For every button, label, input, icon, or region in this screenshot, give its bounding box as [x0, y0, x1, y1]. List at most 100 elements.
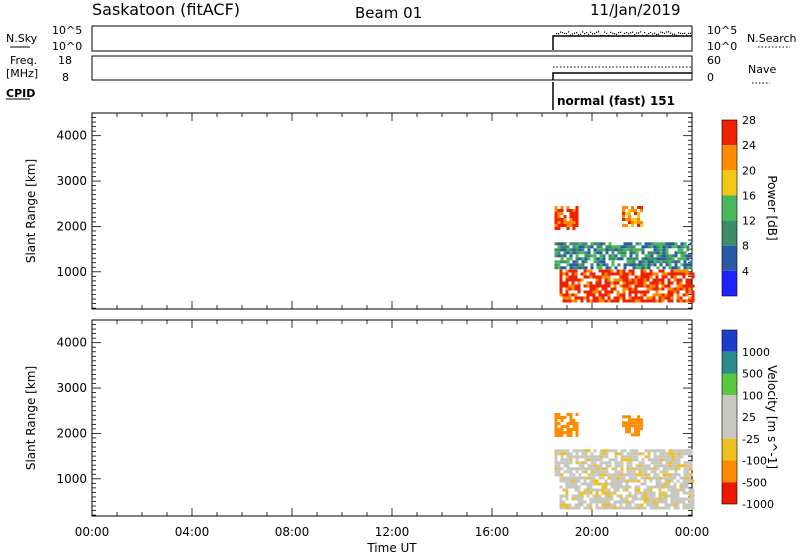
colorbar-segment: [722, 373, 737, 396]
heatmap-cell: [580, 482, 584, 486]
heatmap-cell: [607, 503, 611, 507]
heatmap-cell: [601, 497, 605, 501]
heatmap-cell: [661, 482, 665, 486]
heatmap-cell: [607, 494, 611, 498]
heatmap-cell: [598, 278, 602, 282]
heatmap-cell: [586, 269, 590, 273]
heatmap-cell: [566, 209, 570, 212]
heatmap-cell: [590, 467, 594, 471]
heatmap-cell: [643, 491, 647, 495]
heatmap-cell: [646, 290, 650, 294]
heatmap-cell: [665, 254, 669, 258]
heatmap-cell: [617, 461, 621, 465]
heatmap-cell: [685, 278, 689, 282]
heatmap-cell: [581, 455, 585, 459]
heatmap-cell: [673, 482, 677, 486]
heatmap-cell: [664, 503, 668, 507]
nsearch-dot: [650, 31, 652, 34]
heatmap-cell: [643, 299, 647, 303]
heatmap-cell: [685, 293, 689, 297]
heatmap-cell: [679, 500, 683, 504]
heatmap-cell: [575, 209, 579, 212]
heatmap-cell: [658, 497, 662, 501]
heatmap-cell: [571, 269, 575, 273]
heatmap-cell: [593, 254, 597, 258]
heatmap-cell: [661, 284, 665, 288]
heatmap-cell: [568, 479, 572, 483]
heatmap-cell: [634, 433, 637, 437]
heatmap-cell: [646, 491, 650, 495]
heatmap-cell: [610, 506, 614, 510]
heatmap-cell: [626, 248, 630, 252]
heatmap-cell: [595, 491, 599, 495]
heatmap-cell: [572, 227, 576, 230]
heatmap-cell: [637, 224, 640, 227]
heatmap-cell: [584, 467, 588, 471]
heatmap-cell: [674, 467, 678, 471]
heatmap-cell: [592, 299, 596, 303]
heatmap-cell: [592, 479, 596, 483]
heatmap-cell: [580, 500, 584, 504]
heatmap-cell: [659, 461, 663, 465]
heatmap-cell: [637, 299, 641, 303]
heatmap-cell: [629, 260, 633, 264]
heatmap-cell: [628, 299, 632, 303]
heatmap-cell: [575, 263, 579, 267]
nsearch-dot: [618, 32, 620, 34]
heatmap-cell: [578, 461, 582, 465]
heatmap-cell: [673, 272, 677, 276]
heatmap-cell: [670, 299, 674, 303]
heatmap-cell: [655, 278, 659, 282]
nsky-panel: N.Sky 10^5 10^0 10^5 10^0 N.Search: [6, 24, 797, 53]
heatmap-cell: [671, 242, 675, 246]
heatmap-cell: [641, 245, 645, 249]
heatmap-cell: [628, 415, 631, 419]
heatmap-cell: [659, 245, 663, 249]
heatmap-cell: [593, 455, 597, 459]
y-tick-label: 3000: [56, 174, 87, 188]
nsearch-dot: [556, 33, 558, 35]
heatmap-cell: [625, 485, 629, 489]
heatmap-cell: [557, 449, 561, 453]
heatmap-cell: [581, 266, 585, 270]
heatmap-cell: [688, 491, 692, 495]
heatmap-cell: [682, 479, 686, 483]
heatmap-cell: [628, 506, 632, 510]
heatmap-cell: [625, 212, 628, 215]
heatmap-cell: [559, 290, 563, 294]
heatmap-cell: [688, 494, 692, 498]
heatmap-cell: [572, 212, 576, 215]
heatmap-cell: [641, 464, 645, 468]
heatmap-cell: [679, 269, 683, 273]
nsearch-dot: [644, 32, 646, 34]
heatmap-cell: [614, 248, 618, 252]
heatmap-cell: [554, 248, 558, 252]
heatmap-cell: [622, 281, 626, 285]
heatmap-cell: [560, 254, 564, 258]
heatmap-cell: [632, 470, 636, 474]
heatmap-cell: [629, 473, 633, 477]
heatmap-cell: [644, 455, 648, 459]
heatmap-cell: [586, 299, 590, 303]
heatmap-cell: [671, 449, 675, 453]
heatmap-cell: [677, 464, 681, 468]
colorbar-label: Power [dB]: [765, 175, 779, 240]
heatmap-cell: [629, 245, 633, 249]
heatmap-cell: [596, 470, 600, 474]
heatmap-cell: [665, 452, 669, 456]
heatmap-cell: [575, 461, 579, 465]
heatmap-cell: [589, 272, 593, 276]
heatmap-cell: [592, 488, 596, 492]
heatmap-cell: [565, 287, 569, 291]
heatmap-cell: [643, 500, 647, 504]
heatmap-cell: [644, 260, 648, 264]
heatmap-cell: [667, 482, 671, 486]
heatmap-cell: [557, 452, 561, 456]
heatmap-cell: [632, 455, 636, 459]
heatmap-cell: [668, 242, 672, 246]
heatmap-cell: [596, 251, 600, 255]
heatmap-cell: [602, 449, 606, 453]
heatmap-cell: [604, 299, 608, 303]
heatmap-cell: [689, 452, 693, 456]
heatmap-cell: [640, 269, 644, 273]
